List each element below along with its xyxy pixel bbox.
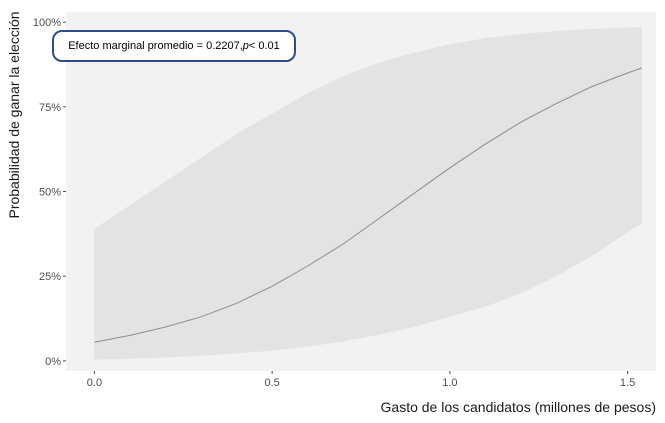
- y-tick-label: 100%: [33, 17, 61, 29]
- annotation-suffix: < 0.01: [248, 40, 280, 52]
- y-axis-title: Probabilidad de ganar la elección: [6, 11, 22, 218]
- confidence-band: [94, 27, 642, 360]
- x-axis: 0.0 0.5 1.0 1.5: [87, 371, 635, 389]
- predicted-probability-line: [94, 67, 642, 343]
- x-axis-title: Gasto de los candidatos (millones de pes…: [381, 399, 656, 415]
- annotation-p-symbol: p: [242, 40, 249, 52]
- x-tick-label: 1.5: [620, 377, 635, 389]
- annotation-box: Efecto marginal promedio = 0.2207, p < 0…: [52, 30, 296, 62]
- fitted-line-layer: [94, 67, 642, 343]
- x-tick-label: 0.5: [264, 377, 279, 389]
- x-tick-label: 0.0: [87, 377, 102, 389]
- confidence-band-layer: [94, 27, 642, 360]
- x-tick-label: 1.0: [442, 377, 457, 389]
- y-tick-label: 50%: [39, 187, 61, 199]
- y-tick-label: 0%: [45, 356, 61, 368]
- y-tick-label: 25%: [39, 271, 61, 283]
- y-tick-label: 75%: [39, 102, 61, 114]
- y-axis: 0% 25% 50% 75% 100%: [33, 17, 66, 368]
- annotation-prefix: Efecto marginal promedio = 0.2207,: [68, 40, 243, 52]
